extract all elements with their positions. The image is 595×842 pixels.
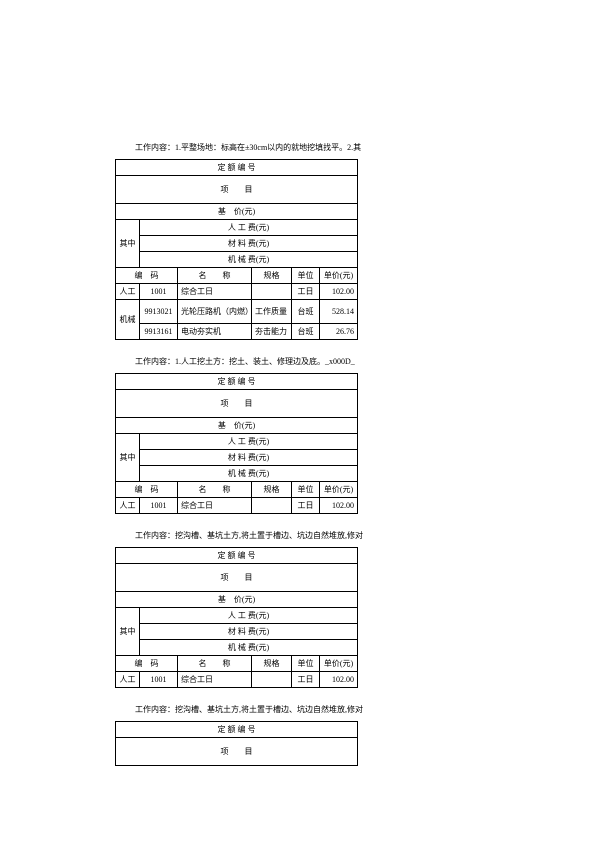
price-cell: 26.76 [320,324,358,340]
table-row: 机械 9913021 光轮压路机（内燃） 工作质量 台班 528.14 [116,300,358,324]
header-labor: 人 工 费(元) [140,220,358,236]
table-row: 人工 1001 综合工日 工日 102.00 [116,284,358,300]
col-price: 单价(元) [320,268,358,284]
header-item: 项 目 [116,176,358,204]
unit-cell: 台班 [292,300,320,324]
unit-cell: 工日 [292,672,320,688]
col-code: 编 码 [116,482,178,498]
header-material: 材 料 费(元) [140,450,358,466]
section-4: 工作内容：挖沟槽、基坑土方,将土置于槽边、坑边自然堆放,修对 定 额 编 号 项… [115,704,357,766]
cat-cell: 人工 [116,672,140,688]
code-cell: 9913021 [140,300,178,324]
code-cell: 1001 [140,498,178,514]
col-unit: 单位 [292,482,320,498]
header-baseprice: 基 价(元) [116,418,358,434]
work-desc: 工作内容：1.平整场地：标高在±30cm以内的就地挖填找平。2.其 [115,142,357,153]
header-labor: 人 工 费(元) [140,434,358,450]
header-quota-no: 定 额 编 号 [116,374,358,390]
header-machine: 机 械 费(元) [140,640,358,656]
col-unit: 单位 [292,268,320,284]
name-cell: 综合工日 [178,284,252,300]
section-2: 工作内容：1.人工挖土方：挖土、装土、修理边及底。_x000D_ 定 额 编 号… [115,356,357,514]
price-cell: 102.00 [320,672,358,688]
header-baseprice: 基 价(元) [116,204,358,220]
quota-table-3: 定 额 编 号 项 目 基 价(元) 其中 人 工 费(元) 材 料 费(元) … [115,547,358,688]
col-name: 名 称 [178,482,252,498]
quota-table-2: 定 额 编 号 项 目 基 价(元) 其中 人 工 费(元) 材 料 费(元) … [115,373,358,514]
label-qizhong: 其中 [116,608,140,656]
unit-cell: 台班 [292,324,320,340]
price-cell: 102.00 [320,284,358,300]
label-qizhong: 其中 [116,434,140,482]
col-spec: 规格 [252,268,292,284]
cat-cell: 机械 [116,300,140,340]
work-desc: 工作内容：1.人工挖土方：挖土、装土、修理边及底。_x000D_ [115,356,357,367]
col-spec: 规格 [252,482,292,498]
quota-table-1: 定 额 编 号 项 目 基 价(元) 其中 人 工 费(元) 材 料 费(元) … [115,159,358,340]
table-row: 9913161 电动夯实机 夯击能力 台班 26.76 [116,324,358,340]
spec-cell [252,672,292,688]
col-price: 单价(元) [320,482,358,498]
name-cell: 综合工日 [178,498,252,514]
label-qizhong: 其中 [116,220,140,268]
price-cell: 528.14 [320,300,358,324]
header-machine: 机 械 费(元) [140,252,358,268]
header-machine: 机 械 费(元) [140,466,358,482]
spec-cell: 工作质量 [252,300,292,324]
name-cell: 电动夯实机 [178,324,252,340]
header-quota-no: 定 额 编 号 [116,160,358,176]
page: 工作内容：1.平整场地：标高在±30cm以内的就地挖填找平。2.其 定 额 编 … [115,142,357,782]
header-material: 材 料 费(元) [140,236,358,252]
cat-cell: 人工 [116,284,140,300]
work-desc: 工作内容：挖沟槽、基坑土方,将土置于槽边、坑边自然堆放,修对 [115,530,357,541]
header-baseprice: 基 价(元) [116,592,358,608]
header-item: 项 目 [116,564,358,592]
col-code: 编 码 [116,656,178,672]
section-3: 工作内容：挖沟槽、基坑土方,将土置于槽边、坑边自然堆放,修对 定 额 编 号 项… [115,530,357,688]
col-name: 名 称 [178,268,252,284]
header-material: 材 料 费(元) [140,624,358,640]
work-desc: 工作内容：挖沟槽、基坑土方,将土置于槽边、坑边自然堆放,修对 [115,704,357,715]
name-cell: 综合工日 [178,672,252,688]
col-spec: 规格 [252,656,292,672]
header-labor: 人 工 费(元) [140,608,358,624]
spec-cell [252,498,292,514]
table-row: 人工 1001 综合工日 工日 102.00 [116,498,358,514]
quota-table-4: 定 额 编 号 项 目 [115,721,358,766]
header-item: 项 目 [116,390,358,418]
header-item: 项 目 [116,738,358,766]
header-quota-no: 定 额 编 号 [116,722,358,738]
unit-cell: 工日 [292,498,320,514]
col-price: 单价(元) [320,656,358,672]
unit-cell: 工日 [292,284,320,300]
code-cell: 1001 [140,284,178,300]
price-cell: 102.00 [320,498,358,514]
section-1: 工作内容：1.平整场地：标高在±30cm以内的就地挖填找平。2.其 定 额 编 … [115,142,357,340]
table-row: 人工 1001 综合工日 工日 102.00 [116,672,358,688]
col-code: 编 码 [116,268,178,284]
code-cell: 9913161 [140,324,178,340]
header-quota-no: 定 额 编 号 [116,548,358,564]
spec-cell [252,284,292,300]
code-cell: 1001 [140,672,178,688]
cat-cell: 人工 [116,498,140,514]
name-cell: 光轮压路机（内燃） [178,300,252,324]
spec-cell: 夯击能力 [252,324,292,340]
col-name: 名 称 [178,656,252,672]
col-unit: 单位 [292,656,320,672]
